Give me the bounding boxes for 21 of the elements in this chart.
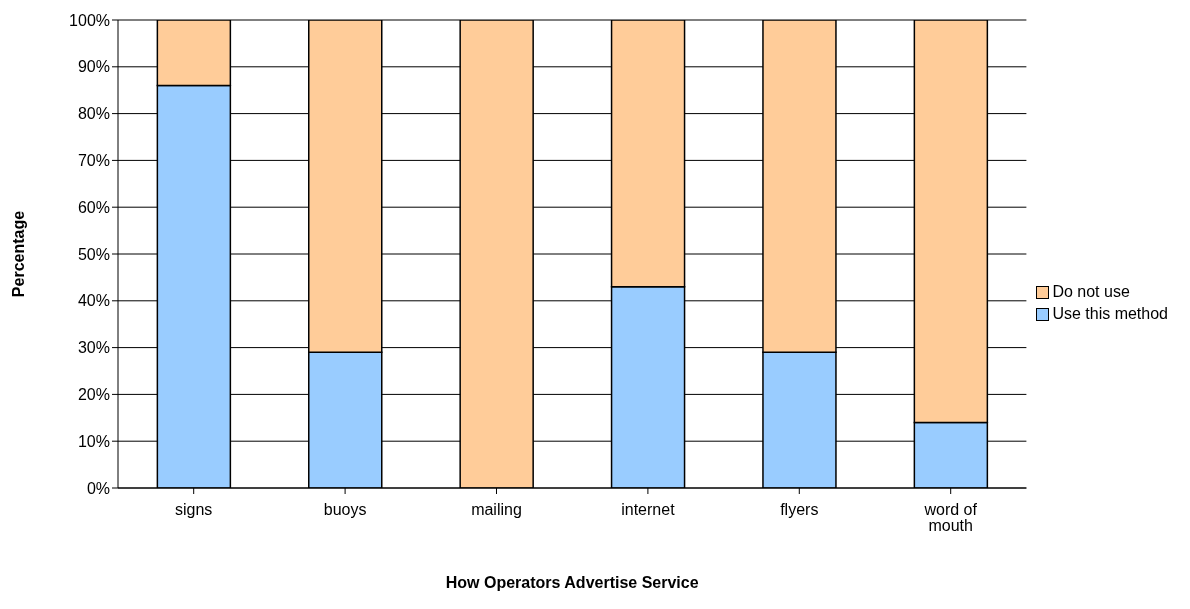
y-tick-label: 20% <box>77 386 110 404</box>
y-tick-label: 50% <box>77 245 110 263</box>
y-tick-label: 70% <box>77 152 110 170</box>
x-tick-label: word of mouth <box>923 501 978 535</box>
x-tick-label: signs <box>175 501 213 519</box>
y-tick-label: 40% <box>77 292 110 310</box>
y-tick-label: 90% <box>77 58 110 76</box>
y-tick-label: 80% <box>77 105 110 123</box>
y-tick-label: 30% <box>77 339 110 357</box>
x-tick-label: mailing <box>471 501 522 519</box>
x-tick-label: flyers <box>780 501 819 519</box>
x-tick-label: internet <box>621 501 676 519</box>
x-tick-label: buoys <box>323 501 367 519</box>
y-axis-title: Percentage <box>9 210 27 298</box>
y-tick-label: 10% <box>77 432 110 450</box>
y-tick-label: 60% <box>77 198 110 216</box>
y-tick-label: 100% <box>69 11 110 29</box>
x-axis-title: How Operators Advertise Service <box>445 574 699 591</box>
legend-label: Use this method <box>1052 305 1168 323</box>
legend-label: Do not use <box>1052 283 1130 301</box>
y-tick-label: 0% <box>86 479 110 497</box>
